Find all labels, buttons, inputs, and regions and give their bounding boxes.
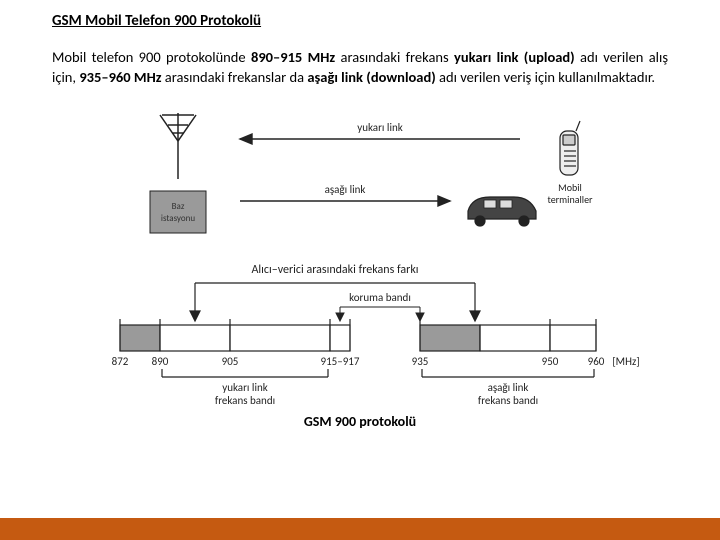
p-t4: arasındaki frekanslar da bbox=[162, 68, 308, 86]
unit-label: [MHz] bbox=[612, 355, 639, 368]
uplink-band-label-1: yukarı link bbox=[222, 381, 268, 394]
uplink-band-label-2: frekans bandı bbox=[215, 394, 275, 407]
p-t5: adı verilen veriş için kullanılmaktadır. bbox=[436, 68, 655, 86]
p-t2: arasındaki frekans bbox=[335, 48, 454, 66]
downlink-band-label-2: frekans bandı bbox=[478, 394, 538, 407]
base-label: Baz bbox=[172, 201, 185, 212]
page-title: GSM Mobil Telefon 900 Protokolü bbox=[52, 12, 668, 30]
top-bracket-label: Alıcı–verici arasındaki frekans farkı bbox=[251, 263, 418, 277]
downlink-band-label-1: aşağı link bbox=[488, 381, 529, 394]
p-b1: 890–915 MHz bbox=[251, 48, 335, 66]
mobil-label-2: terminaller bbox=[547, 193, 593, 206]
svg-text:istasyonu: istasyonu bbox=[161, 213, 196, 224]
downlink-label: aşağı link bbox=[325, 183, 366, 196]
link-diagram: Baz istasyonu yukarı link aşağı link bbox=[90, 101, 630, 251]
tick-3: 915–917 bbox=[321, 355, 360, 368]
tick-0: 872 bbox=[112, 355, 129, 368]
figure-caption: GSM 900 protokolü bbox=[52, 413, 668, 430]
tick-6: 960 bbox=[588, 355, 605, 368]
uplink-label: yukarı link bbox=[357, 121, 403, 134]
koruma-label: koruma bandı bbox=[349, 291, 411, 304]
tick-1: 890 bbox=[152, 355, 169, 368]
spectrum-diagram: Alıcı–verici arasındaki frekans farkı ko… bbox=[80, 259, 640, 409]
tick-5: 950 bbox=[542, 355, 559, 368]
base-station-icon: Baz istasyonu bbox=[150, 191, 206, 233]
tick-4: 935 bbox=[412, 355, 429, 368]
p-b2: yukarı link (upload) bbox=[454, 48, 575, 66]
p-b3: 935–960 MHz bbox=[79, 68, 161, 86]
intro-paragraph: Mobil telefon 900 protokolünde 890–915 M… bbox=[52, 48, 668, 87]
p-b4: aşağı link (download) bbox=[307, 68, 435, 86]
tick-2: 905 bbox=[222, 355, 239, 368]
p-t1: Mobil telefon 900 protokolünde bbox=[52, 48, 251, 66]
footer-bar bbox=[0, 518, 720, 540]
